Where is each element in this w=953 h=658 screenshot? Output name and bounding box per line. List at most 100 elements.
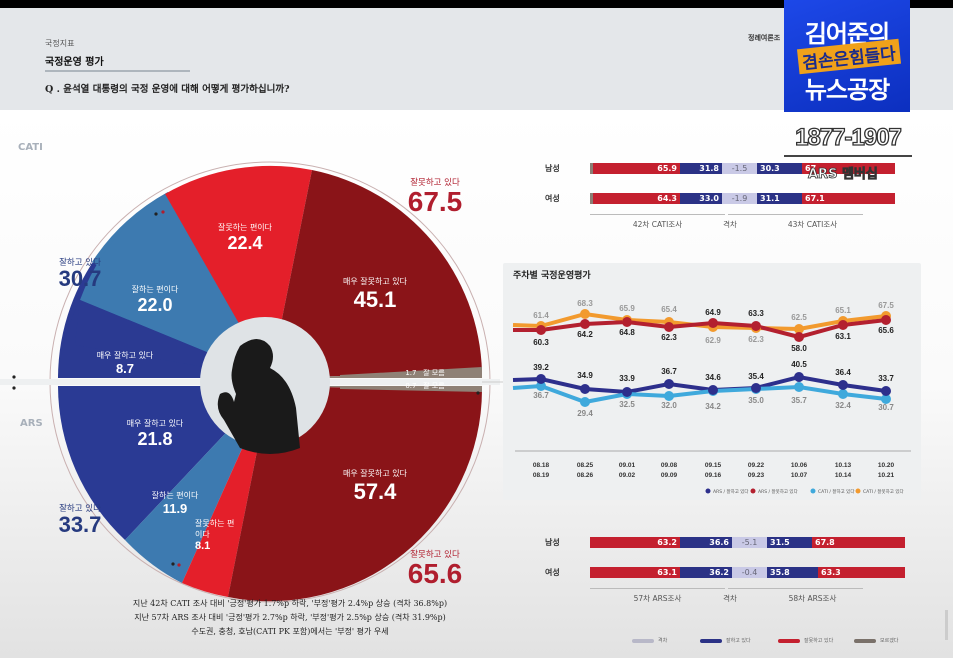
page-title: 국정운영 평가 — [45, 57, 104, 68]
ars-unknown-label: 0.7 잘 모름 — [405, 382, 445, 390]
svg-text:33.9: 33.9 — [619, 374, 635, 383]
ars-unknown-segment — [340, 386, 482, 392]
svg-text:35.0: 35.0 — [748, 396, 764, 405]
source-label: 정례여론조 — [748, 34, 781, 42]
cati-negative-caption: 잘못하고 있다 — [410, 178, 460, 188]
svg-text:10.21: 10.21 — [878, 472, 895, 479]
ars-membership-label: ARS 멤버십 — [808, 167, 879, 183]
svg-text:64.8: 64.8 — [619, 328, 635, 337]
svg-text:09.08: 09.08 — [661, 462, 678, 469]
svg-text:33.7: 33.7 — [878, 374, 894, 383]
svg-text:65.4: 65.4 — [661, 305, 677, 314]
svg-text:09.22: 09.22 — [748, 462, 765, 469]
svg-text:ARS / 잘하고 있다: ARS / 잘하고 있다 — [713, 488, 749, 495]
title-underline — [45, 70, 190, 72]
svg-text:61.4: 61.4 — [533, 311, 549, 320]
svg-text:10.13: 10.13 — [835, 462, 852, 469]
cati-unknown-segment — [340, 367, 482, 378]
svg-text:09.01: 09.01 — [619, 462, 636, 469]
phone-number: 1877-1907 — [794, 123, 902, 151]
cati-very-bad-label: 매우 잘못하고 있다 45.1 — [343, 277, 407, 312]
cati-somewhat-bad-label: 잘못하는 편이다 22.4 — [217, 223, 273, 253]
svg-text:CATI / 잘못하고 있다: CATI / 잘못하고 있다 — [863, 488, 904, 495]
note-2: 지난 57차 ARS 조사 대비 '긍정'평가 2.7%p 하락, '부정'평가… — [134, 613, 446, 622]
svg-text:65.6: 65.6 — [878, 326, 894, 335]
svg-text:08.18: 08.18 — [533, 462, 550, 469]
ars-somewhat-bad-label: 잘못하는 편이다 8.1 — [195, 519, 235, 552]
cati-cur-footer: 43차 CATI조사 — [787, 220, 838, 229]
svg-text:CATI / 잘하고 있다: CATI / 잘하고 있다 — [818, 488, 855, 495]
svg-text:32.5: 32.5 — [619, 400, 635, 409]
cati-very-bad-segment — [270, 170, 482, 378]
svg-text:39.2: 39.2 — [533, 363, 549, 372]
svg-text:08.26: 08.26 — [577, 472, 594, 479]
svg-text:29.4: 29.4 — [577, 409, 593, 418]
svg-text:63.3: 63.3 — [748, 309, 764, 318]
cati-positive-caption: 잘하고 있다 — [59, 258, 101, 268]
svg-text:34.9: 34.9 — [577, 371, 593, 380]
category-label: 국정지표 — [45, 39, 75, 48]
ars-somewhat-good-label: 잘하는 편이다 11.9 — [151, 491, 199, 516]
legend-gap: 격차 — [632, 637, 667, 644]
svg-text:10.14: 10.14 — [835, 472, 852, 479]
line-chart-plot: 61.4 68.3 65.9 65.4 62.9 62.3 62.5 65.1 67.5 60.… — [512, 299, 911, 495]
cati-male-row: 남성 65.9 31.8 -1.5 30.3 67 — [545, 163, 905, 175]
ars-cur-footer: 58차 ARS조사 — [788, 594, 837, 603]
legend-positive: 잘하고 있다 — [700, 637, 751, 644]
svg-text:62.3: 62.3 — [661, 333, 677, 342]
svg-text:67.5: 67.5 — [878, 301, 894, 310]
ars-male-row: 남성 63.2 36.6 -5.1 31.5 67.8 — [545, 537, 905, 549]
ars-very-good-label: 매우 잘하고 있다 21.8 — [126, 419, 184, 449]
svg-text:36.7: 36.7 — [533, 391, 549, 400]
cati-female-row: 여성 64.3 33.0 -1.9 31.1 67.1 — [545, 193, 905, 205]
svg-text:09.16: 09.16 — [705, 472, 722, 479]
svg-text:62.3: 62.3 — [748, 335, 764, 344]
svg-text:40.5: 40.5 — [791, 360, 807, 369]
legend-negative: 잘못하고 있다 — [778, 637, 833, 644]
ars-negative-caption: 잘못하고 있다 — [410, 550, 460, 560]
svg-text:65.9: 65.9 — [619, 304, 635, 313]
ars-female-row: 여성 63.1 36.2 -0.4 35.8 63.3 — [545, 567, 905, 579]
svg-text:64.9: 64.9 — [705, 308, 721, 317]
svg-text:08.19: 08.19 — [533, 472, 550, 479]
svg-text:09.15: 09.15 — [705, 462, 722, 469]
chart-title: 주차별 국정운영평가 — [513, 271, 591, 281]
phone-underline — [784, 155, 912, 157]
svg-text:30.7: 30.7 — [878, 403, 894, 412]
cati-negative-total: 67.5 — [407, 186, 463, 217]
cati-very-good-label: 매우 잘하고 있다 8.7 — [96, 351, 154, 376]
svg-text:62.9: 62.9 — [705, 336, 721, 345]
svg-text:32.0: 32.0 — [661, 401, 677, 410]
svg-text:ARS / 잘못하고 있다: ARS / 잘못하고 있다 — [758, 488, 799, 495]
side-note — [945, 610, 948, 640]
ars-prev-footer: 57차 ARS조사 — [633, 594, 682, 603]
svg-text:10.06: 10.06 — [791, 462, 808, 469]
weekly-line-chart: 주차별 국정운영평가 61.4 68.3 65.9 65.4 62.9 62.3 62.5 6… — [503, 263, 921, 500]
ars-positive-total: 33.7 — [58, 512, 102, 537]
svg-text:58.0: 58.0 — [791, 344, 807, 353]
cati-prev-footer: 42차 CATI조사 — [632, 220, 683, 229]
svg-text:35.4: 35.4 — [748, 372, 764, 381]
survey-question: Q . 윤석열 대통령의 국정 운영에 대해 어떻게 평가하십니까? — [45, 84, 290, 95]
svg-text:08.25: 08.25 — [577, 462, 594, 469]
broadcast-logo: 김어준의 겸손은힘들다 뉴스공장 — [784, 0, 910, 112]
svg-text:36.7: 36.7 — [661, 367, 677, 376]
cati-label: CATI — [18, 142, 43, 153]
cati-positive-total: 30.7 — [58, 266, 102, 291]
cati-unknown-label: 1.7 잘 모름 — [405, 369, 445, 377]
svg-text:63.1: 63.1 — [835, 332, 851, 341]
top-black-bar — [0, 0, 953, 8]
svg-text:65.1: 65.1 — [835, 306, 851, 315]
ars-gap-footer: 격차 — [723, 594, 737, 603]
note-3: 수도권, 충청, 호남(CATI PK 포함)에서는 '부정' 평가 우세 — [191, 627, 389, 636]
svg-text:32.4: 32.4 — [835, 401, 851, 410]
ars-positive-caption: 잘하고 있다 — [59, 504, 101, 514]
svg-text:34.6: 34.6 — [705, 373, 721, 382]
ars-negative-total: 65.6 — [407, 558, 463, 589]
ars-very-bad-label: 매우 잘못하고 있다 57.4 — [343, 469, 407, 504]
summary-notes: 지난 42차 CATI 조사 대비 '긍정'평가 1.7%p 하락, '부정'평… — [95, 597, 485, 639]
note-1: 지난 42차 CATI 조사 대비 '긍정'평가 1.7%p 하락, '부정'평… — [132, 599, 448, 608]
svg-text:60.3: 60.3 — [533, 338, 549, 347]
svg-text:35.7: 35.7 — [791, 396, 807, 405]
